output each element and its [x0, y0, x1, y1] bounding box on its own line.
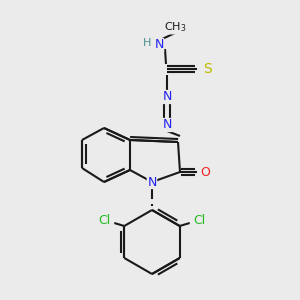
Text: N: N: [162, 118, 172, 131]
Text: N: N: [154, 38, 164, 52]
Text: S: S: [202, 62, 211, 76]
Text: N: N: [162, 91, 172, 103]
Text: O: O: [200, 166, 210, 178]
Text: H: H: [143, 38, 151, 48]
Text: Cl: Cl: [98, 214, 110, 227]
Text: $\mathdefault{CH_3}$: $\mathdefault{CH_3}$: [164, 20, 186, 34]
Text: N: N: [147, 176, 157, 188]
Text: Cl: Cl: [194, 214, 206, 227]
